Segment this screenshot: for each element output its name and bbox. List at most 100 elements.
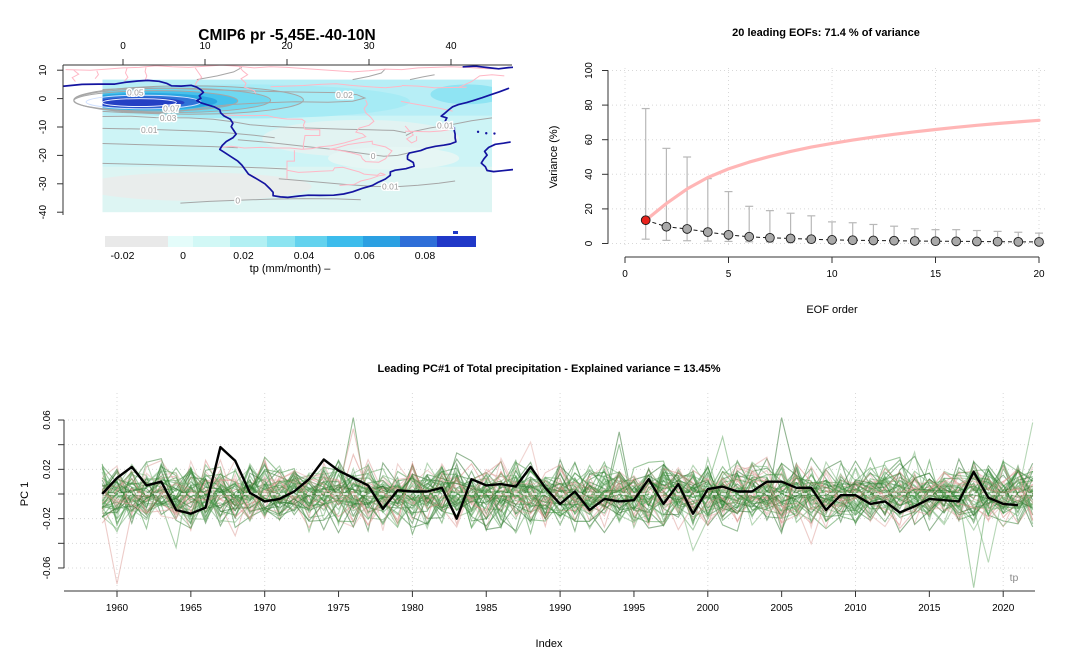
pc-y-tick-label: 0.06 — [42, 410, 53, 430]
scree-x-tick-label: 15 — [930, 269, 942, 280]
eof-point — [951, 236, 962, 247]
pc-x-tick-label: 2015 — [918, 603, 941, 614]
map-y-tick-label: 10 — [38, 64, 49, 76]
contour-label: 0.03 — [160, 113, 177, 123]
colorbar-segment — [400, 236, 437, 247]
eof-point — [744, 231, 755, 242]
coastline — [462, 65, 513, 70]
map-colorbar: -0.02 0 0.02 0.04 0.06 0.08 — [105, 231, 476, 262]
colorbar-segment — [267, 236, 295, 247]
pc-x-tick-label: 1970 — [254, 603, 277, 614]
contour-label: 0 — [235, 195, 240, 205]
colorbar-tick-label: 0.02 — [233, 250, 254, 262]
eof-point — [889, 235, 899, 246]
contour-ring — [73, 90, 239, 112]
country-border — [404, 125, 418, 144]
scree-x-axis-label: EOF order — [806, 304, 858, 316]
eof-point — [930, 236, 941, 247]
country-border — [270, 83, 402, 89]
scree-y-tick-label: 100 — [584, 62, 595, 79]
contour-label: 0.05 — [127, 87, 144, 97]
scree-y-tick-label: 60 — [584, 134, 595, 146]
map-x-tick-label: 0 — [120, 41, 126, 52]
contour-line — [250, 124, 406, 134]
eof-point — [972, 236, 982, 247]
eof-point — [868, 235, 879, 246]
country-border — [286, 150, 295, 180]
colorbar-tick-label: 0 — [180, 250, 186, 262]
contour-label: 0.02 — [336, 90, 353, 100]
map-linework — [63, 64, 513, 204]
scree-x-tick-label: 5 — [726, 269, 732, 280]
island-dot — [476, 130, 480, 134]
scree-x-tick-label: 20 — [1033, 269, 1045, 280]
scree-y-tick-label: 80 — [584, 99, 595, 111]
colorbar-segment — [327, 236, 363, 247]
pc-y-axis-label: PC 1 — [19, 482, 31, 506]
ensemble-member-green — [101, 460, 1033, 522]
country-border — [94, 70, 99, 80]
coastline — [480, 141, 513, 173]
pc-x-tick-label: 1990 — [549, 603, 572, 614]
pc-corner-label: tp — [1010, 572, 1019, 584]
contour-label: 0.07 — [163, 103, 180, 113]
country-border — [65, 64, 501, 73]
island-dot — [493, 132, 496, 135]
eof-point — [702, 227, 713, 237]
eof-point — [723, 230, 734, 240]
contour-line — [237, 139, 411, 157]
pc-x-tick-label: 1985 — [475, 603, 498, 614]
map-y-tick-label: -30 — [38, 176, 49, 191]
contour-line — [352, 68, 386, 81]
colorbar-segment — [363, 236, 400, 247]
colorbar-mark — [453, 231, 458, 234]
pc-y-tick-label: -0.06 — [42, 556, 53, 579]
pc-x-tick-label: 2010 — [844, 603, 867, 614]
contour-line — [278, 178, 456, 188]
cumulative-variance-curve — [644, 118, 1041, 222]
scree-plot: 0 20 40 60 80 100 0 5 10 15 20 — [584, 62, 1045, 280]
contour-label: 0.01 — [141, 125, 158, 135]
pc-x-axis-label: Index — [536, 638, 563, 650]
pc-x-tick-label: 1965 — [180, 603, 203, 614]
scree-title: 20 leading EOFs: 71.4 % of variance — [732, 27, 920, 39]
eof-point — [661, 221, 672, 232]
country-border — [286, 166, 386, 186]
eof-point — [682, 224, 692, 234]
scree-y-axis-label: Variance (%) — [548, 126, 560, 189]
scree-panel: 20 leading EOFs: 71.4 % of variance Vari… — [548, 27, 1045, 316]
eof-point — [1013, 237, 1024, 247]
eof-point — [847, 235, 858, 246]
map-x-tick-label: 20 — [281, 41, 293, 52]
pc-x-tick-label: 2000 — [697, 603, 720, 614]
pc-panel: Leading PC#1 of Total precipitation - Ex… — [19, 363, 1035, 650]
pc-x-tick-label: 1975 — [327, 603, 350, 614]
ensemble-member-green — [101, 465, 1034, 530]
eof-point — [992, 236, 1003, 247]
country-border — [400, 100, 453, 112]
country-border — [221, 99, 375, 150]
country-border — [144, 67, 148, 81]
country-border — [239, 66, 257, 94]
contour-line — [196, 66, 243, 81]
colorbar-tick-label: -0.02 — [111, 250, 135, 262]
contour-ring — [101, 98, 177, 108]
ensemble-lines — [101, 417, 1034, 588]
map-y-tick-label: -10 — [38, 119, 49, 134]
pc-y-tick-label: -0.02 — [42, 507, 53, 530]
pc-y-tick-label: 0.02 — [42, 459, 53, 479]
colorbar-segment — [168, 236, 193, 247]
colorbar-segment — [295, 236, 327, 247]
contour-line — [102, 127, 275, 139]
country-border — [194, 67, 203, 86]
ensemble-member-pink — [101, 466, 1034, 520]
fill-blob — [328, 146, 460, 170]
coastline — [63, 79, 510, 199]
pc-plot: 0.06 0.02 -0.02 -0.06 1960 1965 1970 1975 1980 19… — [42, 393, 1035, 614]
country-border — [329, 140, 393, 163]
colorbar-tick-label: 0.06 — [354, 250, 375, 262]
eof-point — [1034, 237, 1044, 247]
colorbar-segment — [193, 236, 230, 247]
scree-y-tick-label: 20 — [584, 203, 595, 215]
